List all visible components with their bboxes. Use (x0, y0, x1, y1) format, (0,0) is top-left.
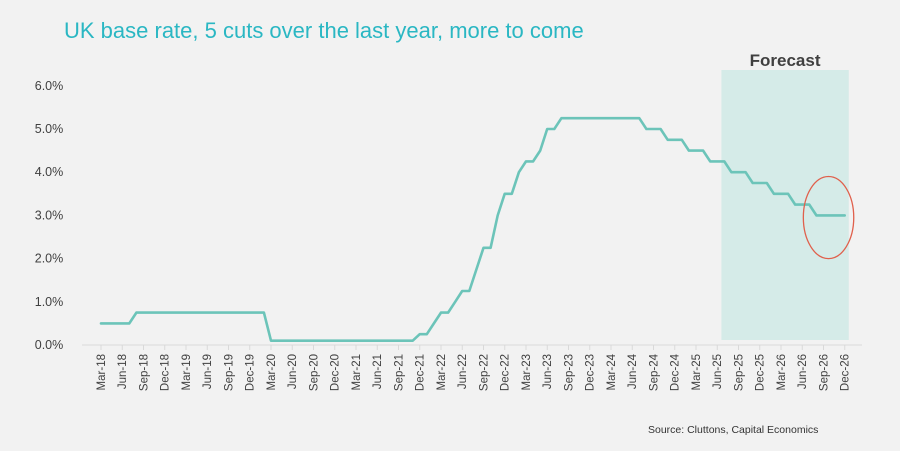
y-tick-label: 0.0% (35, 338, 64, 352)
y-tick-label: 5.0% (35, 122, 64, 136)
x-tick-label: Sep-22 (478, 354, 490, 391)
x-tick-label: Dec-18 (160, 354, 172, 391)
y-tick-label: 6.0% (35, 79, 64, 93)
forecast-region: Forecast (721, 51, 849, 340)
x-tick-label: Jun-22 (457, 354, 469, 389)
x-tick-label: Dec-22 (500, 354, 512, 391)
y-tick-label: 2.0% (35, 252, 64, 266)
x-tick-label: Sep-19 (223, 354, 235, 391)
chart-title: UK base rate, 5 cuts over the last year,… (64, 18, 584, 43)
x-tick-label: Dec-24 (670, 353, 682, 391)
x-tick-label: Mar-25 (691, 354, 703, 390)
x-tick-label: Jun-26 (797, 354, 809, 389)
x-tick-label: Dec-23 (585, 354, 597, 391)
x-tick-label: Jun-25 (712, 354, 724, 389)
x-tick-label: Dec-19 (245, 354, 257, 391)
x-tick-label: Mar-24 (606, 353, 618, 390)
x-tick-label: Jun-21 (372, 354, 384, 389)
x-tick-label: Mar-21 (351, 354, 363, 390)
x-tick-label: Dec-25 (755, 354, 767, 391)
x-tick-label: Sep-21 (393, 354, 405, 391)
y-tick-label: 3.0% (35, 208, 64, 222)
x-tick-label: Mar-20 (266, 354, 278, 390)
source-note: Source: Cluttons, Capital Economics (648, 424, 819, 436)
x-tick-label: Dec-21 (415, 354, 427, 391)
x-tick-label: Sep-23 (563, 354, 575, 391)
x-tick-label: Mar-26 (776, 354, 788, 390)
x-tick-label: Jun-24 (627, 353, 639, 389)
x-tick-label: Mar-19 (181, 354, 193, 390)
y-tick-label: 4.0% (35, 165, 64, 179)
x-tick-label: Sep-18 (138, 354, 150, 391)
x-tick-label: Dec-20 (330, 354, 342, 391)
x-tick-label: Sep-24 (648, 353, 660, 391)
annotation-layer (802, 175, 855, 260)
x-tick-label: Mar-22 (436, 354, 448, 390)
x-tick-label: Jun-20 (287, 354, 299, 389)
base-rate-line (99, 116, 847, 343)
x-tick-label: Sep-20 (308, 354, 320, 391)
forecast-shade (721, 70, 849, 340)
y-tick-label: 1.0% (35, 295, 64, 309)
series-layer (99, 116, 847, 343)
x-tick-label: Mar-23 (521, 354, 533, 390)
forecast-label: Forecast (750, 51, 821, 70)
x-tick-label: Sep-25 (733, 354, 745, 391)
x-tick-label: Dec-26 (840, 354, 852, 391)
x-tick-label: Jun-18 (117, 354, 129, 389)
x-tick-label: Sep-26 (818, 354, 830, 391)
x-tick-label: Jun-19 (202, 354, 214, 389)
x-tick-label: Mar-18 (96, 354, 108, 390)
axes: 0.0% 1.0% 2.0% 3.0% 4.0% 5.0% 6.0% Mar-18 Jun-18… (35, 79, 862, 391)
highlight-ellipse (802, 175, 855, 260)
x-tick-label: Jun-23 (542, 354, 554, 389)
